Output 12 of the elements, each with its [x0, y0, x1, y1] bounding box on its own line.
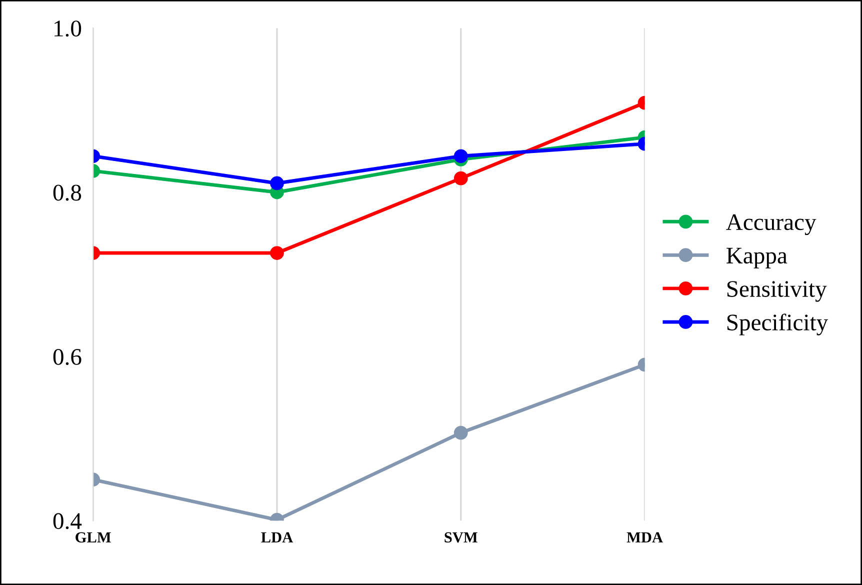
y-tick-label: 0.8: [53, 184, 82, 201]
x-tick-label: MDA: [626, 532, 663, 542]
legend-label: Sensitivity: [727, 281, 827, 302]
x-tick-label: SVM: [444, 532, 478, 543]
legend-label: Specificity: [727, 314, 828, 336]
x-tick-label: LDA: [261, 532, 294, 542]
y-tick-label: 0.4: [53, 513, 82, 530]
legend-label: Accuracy: [726, 214, 816, 236]
x-tick-label: GLM: [76, 532, 111, 543]
y-tick-label: 0.6: [53, 348, 82, 365]
y-tick-label: 1.0: [54, 20, 82, 37]
legend-label: Kappa: [726, 248, 788, 268]
